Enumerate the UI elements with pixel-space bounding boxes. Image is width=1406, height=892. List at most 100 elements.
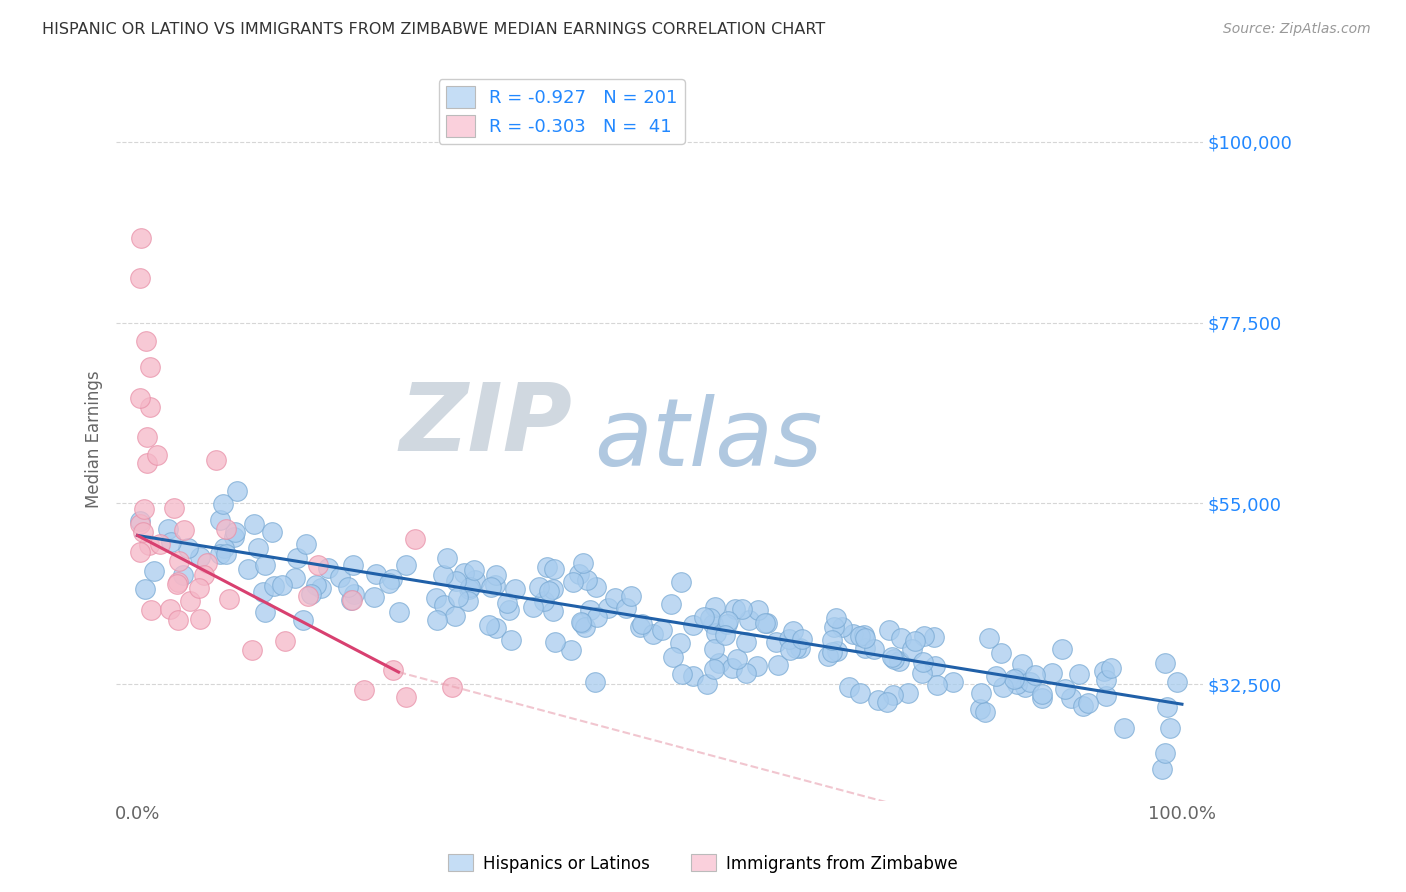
Point <box>135 334 157 349</box>
Y-axis label: Median Earnings: Median Earnings <box>86 370 103 508</box>
Point <box>866 693 889 707</box>
Point <box>195 556 218 570</box>
Point <box>766 658 789 673</box>
Point <box>353 683 375 698</box>
Point <box>1031 687 1053 701</box>
Point <box>669 574 692 589</box>
Point <box>139 400 162 414</box>
Point <box>222 530 245 544</box>
Point <box>226 484 249 499</box>
Point <box>817 648 839 663</box>
Point <box>128 545 150 559</box>
Point <box>824 611 846 625</box>
Point <box>914 629 936 643</box>
Point <box>707 656 730 670</box>
Point <box>543 634 565 648</box>
Point <box>292 613 315 627</box>
Point <box>789 640 811 655</box>
Point <box>696 677 718 691</box>
Point <box>260 524 283 539</box>
Point <box>1011 657 1033 671</box>
Point <box>444 609 467 624</box>
Point <box>156 522 179 536</box>
Point <box>395 690 418 704</box>
Point <box>479 580 502 594</box>
Point <box>724 602 747 616</box>
Point <box>536 559 558 574</box>
Point <box>969 702 991 716</box>
Point <box>444 574 467 588</box>
Point <box>703 662 725 676</box>
Point <box>821 632 844 647</box>
Point <box>432 567 454 582</box>
Point <box>585 580 607 594</box>
Point <box>193 568 215 582</box>
Point <box>129 231 152 245</box>
Point <box>460 580 482 594</box>
Point <box>720 661 742 675</box>
Point <box>538 583 561 598</box>
Point <box>378 575 401 590</box>
Point <box>299 587 322 601</box>
Point <box>1077 696 1099 710</box>
Point <box>177 541 200 555</box>
Point <box>1153 656 1175 670</box>
Point <box>977 631 1000 645</box>
Point <box>160 535 183 549</box>
Point <box>669 635 692 649</box>
Point <box>852 628 875 642</box>
Point <box>285 550 308 565</box>
Point <box>138 359 160 374</box>
Point <box>738 614 761 628</box>
Point <box>485 568 508 582</box>
Point <box>734 635 756 649</box>
Point <box>579 603 602 617</box>
Point <box>1099 661 1122 675</box>
Point <box>880 649 903 664</box>
Point <box>1059 690 1081 705</box>
Point <box>614 600 637 615</box>
Point <box>876 695 898 709</box>
Point <box>336 580 359 594</box>
Point <box>484 578 506 592</box>
Point <box>533 594 555 608</box>
Point <box>224 525 246 540</box>
Point <box>134 501 156 516</box>
Point <box>569 615 592 629</box>
Point <box>1156 699 1178 714</box>
Point <box>778 632 800 646</box>
Point <box>659 597 682 611</box>
Point <box>364 567 387 582</box>
Point <box>823 620 845 634</box>
Point <box>925 678 948 692</box>
Point <box>598 601 620 615</box>
Point <box>159 602 181 616</box>
Point <box>441 680 464 694</box>
Point <box>363 590 385 604</box>
Point <box>883 652 905 666</box>
Point <box>529 580 551 594</box>
Point <box>129 516 152 531</box>
Point <box>716 617 738 632</box>
Point <box>703 642 725 657</box>
Point <box>215 522 238 536</box>
Point <box>446 591 468 605</box>
Point <box>568 567 591 582</box>
Point <box>425 591 447 605</box>
Point <box>166 577 188 591</box>
Point <box>605 591 627 605</box>
Point <box>309 581 332 595</box>
Point <box>457 594 479 608</box>
Point <box>993 680 1015 694</box>
Point <box>765 634 787 648</box>
Point <box>146 449 169 463</box>
Point <box>890 631 912 645</box>
Point <box>129 514 152 528</box>
Point <box>631 616 654 631</box>
Point <box>576 573 599 587</box>
Text: ZIP: ZIP <box>399 378 572 471</box>
Point <box>1031 690 1053 705</box>
Point <box>294 537 316 551</box>
Point <box>163 501 186 516</box>
Point <box>167 574 190 589</box>
